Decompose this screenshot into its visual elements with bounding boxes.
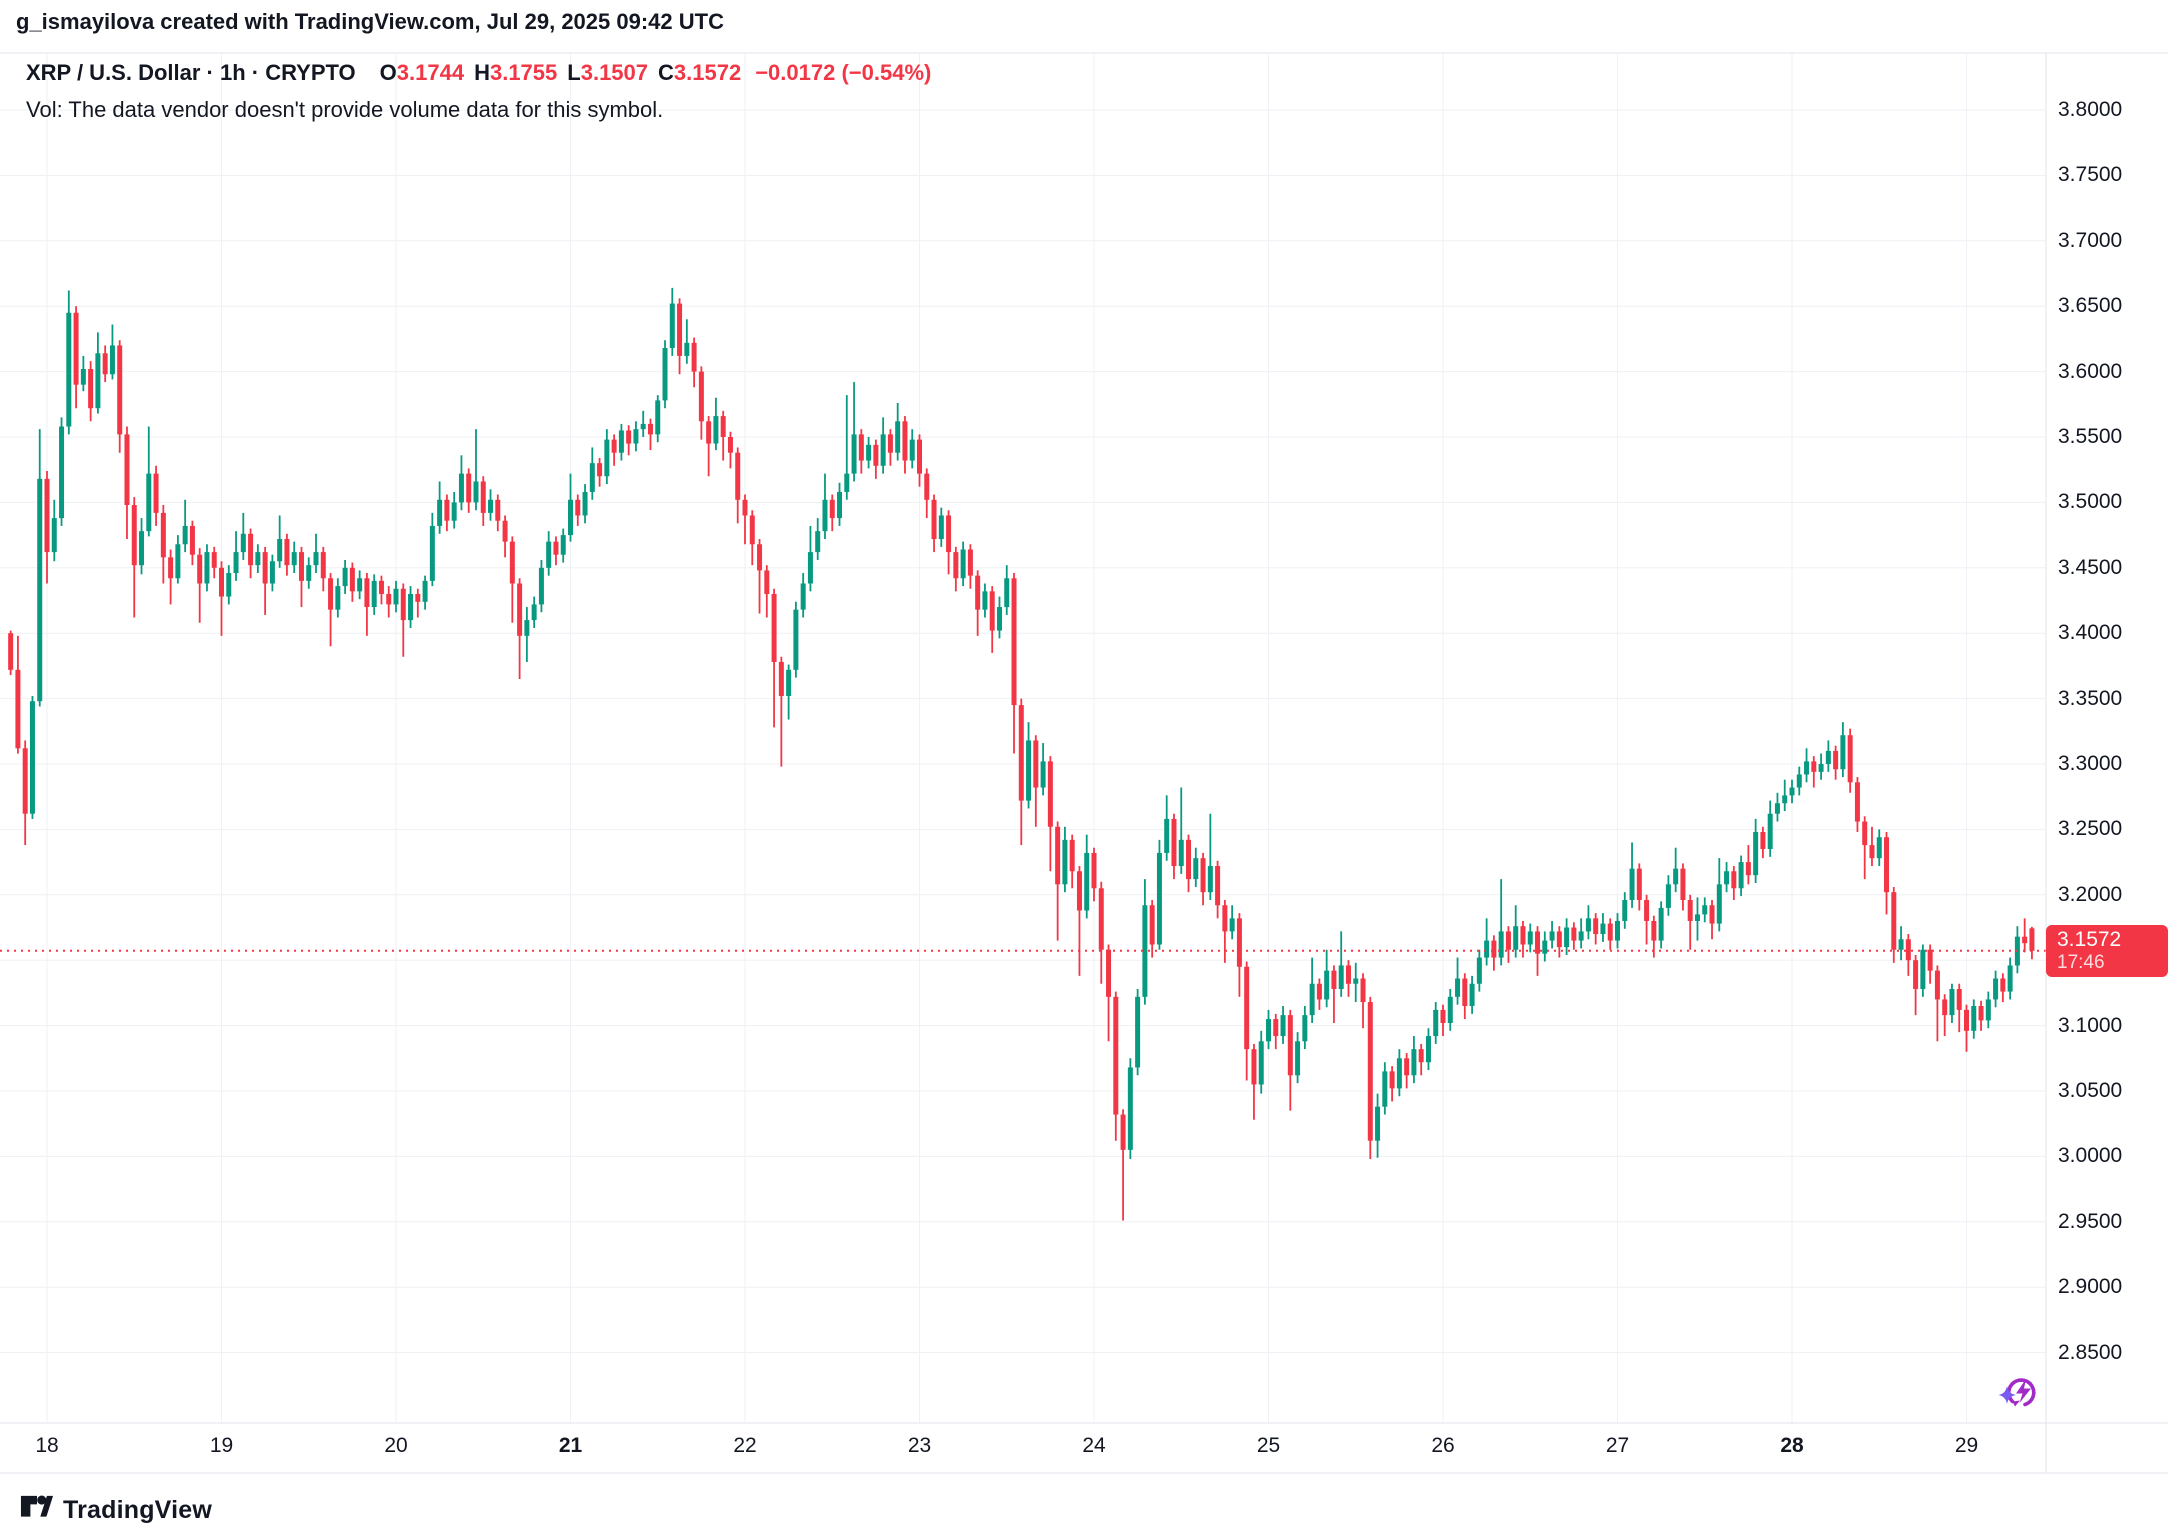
ai-sparkle-refresh-icon[interactable] xyxy=(1998,1370,2044,1416)
symbol-title[interactable]: XRP / U.S. Dollar · 1h · CRYPTO xyxy=(26,60,356,85)
price-axis-label: 3.2500 xyxy=(2058,817,2123,841)
price-axis-label: 3.4500 xyxy=(2058,555,2123,579)
price-axis-label: 3.6500 xyxy=(2058,294,2123,318)
tradingview-brand[interactable]: TradingView xyxy=(20,1494,212,1526)
pane-borders xyxy=(0,52,2168,1474)
price-axis-label: 3.0500 xyxy=(2058,1079,2123,1102)
price-axis-label: 3.3500 xyxy=(2058,686,2123,710)
price-axis-label: 2.9000 xyxy=(2058,1275,2123,1299)
symbol-legend: XRP / U.S. Dollar · 1h · CRYPTO O3.1744 H3… xyxy=(26,60,931,123)
ohlc-c: C3.1572 xyxy=(658,60,742,85)
ohlc-l: L3.1507 xyxy=(567,60,649,85)
time-axis-label-26: 26 xyxy=(1431,1434,1455,1457)
time-axis-label-18: 18 xyxy=(35,1434,59,1457)
time-axis-label-21: 21 xyxy=(558,1434,583,1457)
time-axis-label-28: 28 xyxy=(1780,1434,1804,1457)
price-axis-label: 3.1000 xyxy=(2058,1013,2123,1037)
price-axis-label: 3.8000 xyxy=(2058,98,2123,121)
price-axis-label: 2.9500 xyxy=(2058,1209,2123,1233)
price-axis-label: 3.3000 xyxy=(2058,752,2123,775)
watermark-attribution: g_ismayilova created with TradingView.co… xyxy=(16,9,724,34)
price-axis-label: 3.6000 xyxy=(2058,359,2123,383)
ohlc-values: O3.1744 H3.1755 L3.1507 C3.1572 xyxy=(370,60,742,85)
time-axis-label-20: 20 xyxy=(384,1434,408,1457)
volume-note: Vol: The data vendor doesn't provide vol… xyxy=(26,97,664,122)
time-axis-label-25: 25 xyxy=(1256,1434,1281,1457)
last-price-label: 3.1572 17:46 xyxy=(2046,925,2168,977)
grid-layer xyxy=(0,53,2046,1423)
price-axis-label: 3.5000 xyxy=(2058,490,2123,514)
time-axis-label-19: 19 xyxy=(209,1434,234,1457)
time-axis-label-23: 23 xyxy=(907,1434,932,1457)
price-axis-label: 3.2000 xyxy=(2058,882,2123,906)
ohlc-h: H3.1755 xyxy=(474,60,558,85)
legend-line-1: XRP / U.S. Dollar · 1h · CRYPTO O3.1744 H3… xyxy=(26,60,931,86)
tradingview-logo-icon xyxy=(20,1495,54,1517)
price-axis-label: 3.5500 xyxy=(2058,425,2123,448)
time-axis-label-24: 24 xyxy=(1082,1434,1106,1457)
bar-countdown: 17:46 xyxy=(2057,952,2105,973)
price-axis-label: 3.0000 xyxy=(2058,1144,2123,1168)
ohlc-o: O3.1744 xyxy=(379,60,465,85)
last-price-value: 3.1572 xyxy=(2057,928,2122,951)
time-axis-label-27: 27 xyxy=(1605,1434,1630,1457)
time-axis-label-29: 29 xyxy=(1954,1434,1979,1457)
price-axis-label: 3.7000 xyxy=(2058,228,2123,252)
brand-text: TradingView xyxy=(63,1495,213,1524)
price-axis-label: 3.7500 xyxy=(2058,163,2123,187)
price-axis-label: 2.8500 xyxy=(2058,1340,2123,1364)
price-axis-label: 3.4000 xyxy=(2058,621,2123,645)
price-change: −0.0172 (−0.54%) xyxy=(755,60,932,85)
candles-layer[interactable] xyxy=(8,287,2035,1221)
time-axis-label-22: 22 xyxy=(733,1434,757,1457)
